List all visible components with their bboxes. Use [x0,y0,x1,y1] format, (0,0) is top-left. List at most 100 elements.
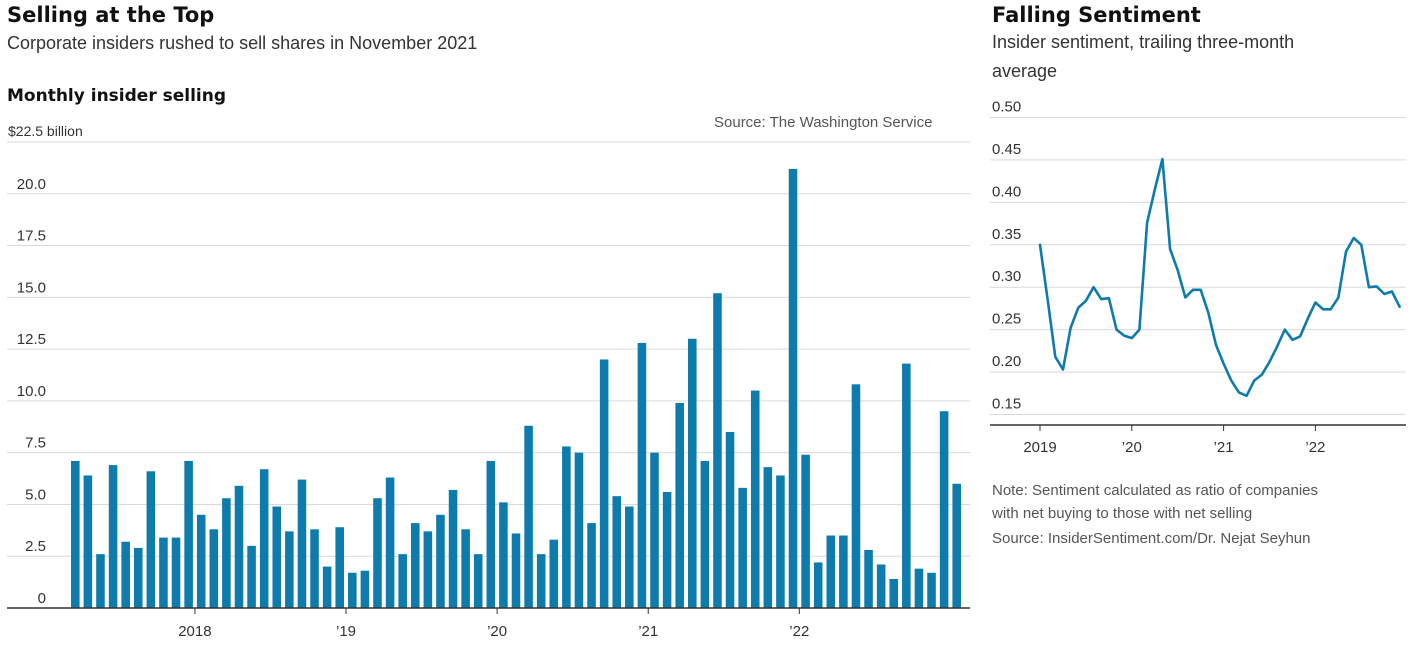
bar-ylabel: $22.5 billion [8,123,83,139]
bar [587,523,596,608]
bar [108,465,118,608]
line-ytick-label: 0.25 [992,311,1021,328]
line-chart: 0.15 0.20 0.25 0.30 0.35 0.40 0.45 0.50 2019 ’20 ’… [990,99,1406,456]
bar-ytick-label: 12.5 [17,331,46,348]
bar-ytick-label: 10.0 [17,383,46,400]
bar [499,502,508,608]
bar [486,460,496,608]
bar [448,489,458,608]
bar [612,496,622,608]
bar [562,446,571,608]
bar [750,390,760,608]
bar [335,527,344,608]
bar-ytick-label: 0 [38,590,46,607]
bar [436,514,445,608]
bar-ytick-label: 5.0 [25,486,46,503]
bar [675,402,684,608]
bar [839,535,848,608]
bar [297,479,307,608]
bar [133,547,143,608]
bar [574,452,584,608]
bar [461,529,470,608]
bar [725,431,735,608]
sentiment-line [1038,157,1401,398]
bar [914,568,924,608]
bar-ytick-label: 15.0 [17,279,46,296]
bar [939,411,949,608]
bar [902,363,911,608]
line-ytick-label: 0.45 [992,141,1021,158]
bar [700,460,710,608]
bar [71,460,80,608]
bar [222,498,231,608]
line-ytick-label: 0.15 [992,396,1021,413]
bar [952,483,961,608]
bar [927,572,936,608]
bar-ytick-label: 20.0 [17,176,46,193]
bar [763,467,773,608]
bar [373,498,382,608]
line-xtick-label: ’21 [1214,439,1234,456]
bar [184,460,193,608]
bar [536,554,546,608]
line-ytick-label: 0.30 [992,268,1021,285]
bar [813,562,823,608]
bar [473,554,483,608]
bar [209,529,219,608]
line-xtick-label: 2019 [1023,439,1056,456]
bar-chart: 0 2.5 5.0 7.5 10.0 12.5 15.0 17.5 20.0 $22.5 bill… [7,123,970,640]
line-source: Source: InsiderSentiment.com/Dr. Nejat S… [992,530,1311,547]
bar [234,485,244,608]
bar-ytick-label: 7.5 [25,435,46,452]
bar-xtick-label: ’19 [336,623,356,640]
line-ytick-label: 0.50 [992,99,1021,116]
bar [423,531,433,608]
bar-ytick-label: 17.5 [17,228,46,245]
bar [83,475,93,608]
left-chart-title: Selling at the Top [7,3,215,27]
line-ytick-label: 0.20 [992,353,1021,370]
bar [259,469,269,608]
bar [146,471,156,608]
bar [272,506,282,608]
bar [285,531,294,608]
bar [650,452,659,608]
line-xtick-label: ’20 [1122,439,1142,456]
bar-xtick-label: ’21 [638,623,658,640]
line-ytick-label: 0.40 [992,183,1021,200]
bar [688,338,697,608]
bar-xtick-label: 2018 [178,623,211,640]
bar [171,537,181,608]
right-chart-subtitle-line2: average [992,61,1058,81]
bar [876,564,886,608]
bar [826,535,836,608]
bar-ytick-label: 2.5 [25,538,46,555]
bar [738,487,747,608]
bar [398,554,407,608]
note-line1: Note: Sentiment calculated as ratio of c… [992,482,1319,499]
note-line2: with net buying to those with net sellin… [992,505,1253,522]
bar [348,572,357,608]
bar [662,492,672,608]
bar [801,454,810,608]
bar-panel-title: Monthly insider selling [7,86,227,106]
line-xtick-label: ’22 [1305,439,1325,456]
bar [159,537,168,608]
bar [385,477,395,608]
line-ytick-label: 0.35 [992,226,1021,243]
bar [788,168,798,608]
bar [625,506,634,608]
bar [889,579,899,608]
bar [96,554,105,608]
bar-source: Source: The Washington Service [714,114,933,131]
bar [637,342,647,608]
bar [410,523,420,608]
bar [776,475,785,608]
bar [196,514,206,608]
right-chart-subtitle-line1: Insider sentiment, trailing three-month [992,32,1295,52]
bar [310,529,319,608]
left-chart-subtitle: Corporate insiders rushed to sell shares… [7,33,478,53]
bar [549,539,559,608]
bar [247,545,256,608]
bar [322,566,332,608]
